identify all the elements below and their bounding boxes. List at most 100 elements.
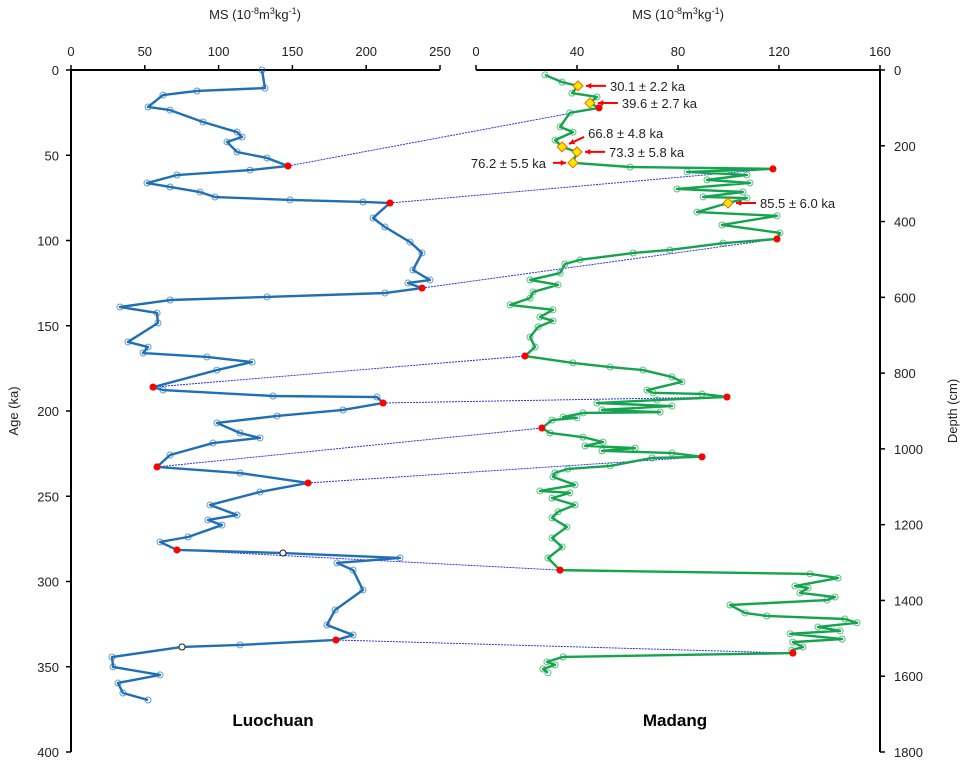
tie-point bbox=[386, 199, 394, 207]
tie-point bbox=[773, 235, 781, 243]
right-x-axis-title: MS (10-8m3kg-1) bbox=[632, 6, 724, 22]
data-point bbox=[114, 679, 122, 687]
data-point bbox=[599, 438, 607, 446]
data-point bbox=[236, 641, 244, 649]
data-point bbox=[639, 366, 647, 374]
data-point bbox=[108, 653, 116, 661]
arrow-head-icon bbox=[585, 148, 591, 155]
data-point bbox=[119, 689, 127, 697]
data-point bbox=[573, 414, 581, 422]
data-point bbox=[426, 276, 434, 284]
data-point bbox=[558, 78, 566, 86]
y-tick-label: 1800 bbox=[894, 745, 923, 760]
dated-sample-marker bbox=[567, 157, 579, 169]
data-point bbox=[209, 439, 217, 447]
right-panel: MS (10-8m3kg-1) Depth (cm) 0 40 80 120 16002… bbox=[471, 6, 960, 760]
dated-sample-label: 73.3 ± 5.8 ka bbox=[609, 145, 685, 160]
data-point bbox=[834, 574, 842, 582]
data-point bbox=[568, 89, 576, 97]
highlighted-point bbox=[178, 643, 186, 651]
data-point bbox=[256, 488, 264, 496]
data-point bbox=[159, 91, 167, 99]
data-point bbox=[211, 193, 219, 201]
data-point bbox=[193, 87, 201, 95]
data-point bbox=[124, 338, 132, 346]
data-point bbox=[248, 358, 256, 366]
data-point bbox=[373, 393, 381, 401]
data-point bbox=[598, 447, 606, 455]
site-label-luochuan: Luochuan bbox=[232, 711, 313, 730]
x-tick-label: 160 bbox=[869, 44, 891, 59]
data-point bbox=[349, 566, 357, 574]
data-point bbox=[551, 661, 559, 669]
data-point bbox=[359, 586, 367, 594]
y-tick-label: 800 bbox=[894, 366, 916, 381]
y-tick-label: 400 bbox=[37, 745, 59, 760]
data-point bbox=[549, 317, 557, 325]
data-point bbox=[233, 128, 241, 136]
dated-sample-marker bbox=[572, 80, 584, 92]
data-point bbox=[359, 198, 367, 206]
dated-sample-marker bbox=[556, 141, 568, 153]
data-point bbox=[796, 589, 804, 597]
data-point bbox=[629, 249, 637, 257]
data-point bbox=[556, 269, 564, 277]
data-point bbox=[571, 501, 579, 509]
data-point bbox=[656, 408, 664, 416]
data-point bbox=[369, 214, 377, 222]
data-point bbox=[626, 163, 634, 171]
data-point bbox=[418, 249, 426, 257]
data-point bbox=[549, 306, 557, 314]
data-point bbox=[804, 584, 812, 592]
x-tick-label: 40 bbox=[570, 44, 584, 59]
x-tick-label: 120 bbox=[768, 44, 790, 59]
data-point bbox=[206, 501, 214, 509]
data-point bbox=[606, 363, 614, 371]
arrow-head-icon bbox=[569, 139, 576, 145]
y-tick-label: 100 bbox=[37, 234, 59, 249]
data-point bbox=[673, 185, 681, 193]
data-point bbox=[339, 406, 347, 414]
data-point bbox=[269, 392, 277, 400]
data-point bbox=[838, 635, 846, 643]
madang-series bbox=[506, 71, 861, 677]
data-point bbox=[544, 669, 552, 677]
data-point bbox=[196, 188, 204, 196]
tie-point bbox=[149, 383, 157, 391]
dated-sample-label: 76.2 ± 5.5 ka bbox=[471, 156, 547, 171]
y-tick-label: 0 bbox=[52, 63, 59, 78]
x-tick-label: 200 bbox=[355, 44, 377, 59]
data-point bbox=[719, 239, 727, 247]
data-point bbox=[139, 349, 147, 357]
tie-point bbox=[173, 546, 181, 554]
y-tick-label: 350 bbox=[37, 660, 59, 675]
x-tick-label: 250 bbox=[429, 44, 451, 59]
left-x-axis-title: MS (10-8m3kg-1) bbox=[209, 6, 301, 22]
tie-point bbox=[521, 352, 529, 360]
data-point bbox=[786, 630, 794, 638]
data-point bbox=[718, 221, 726, 229]
data-point bbox=[233, 148, 241, 156]
luochuan-series bbox=[108, 66, 434, 704]
data-point bbox=[144, 696, 152, 704]
tie-line bbox=[383, 396, 727, 404]
data-point bbox=[404, 279, 412, 287]
data-point bbox=[109, 663, 117, 671]
data-point bbox=[643, 386, 651, 394]
data-point bbox=[166, 451, 174, 459]
data-point bbox=[559, 413, 567, 421]
data-point bbox=[726, 601, 734, 609]
dated-sample-marker bbox=[571, 146, 583, 158]
data-point bbox=[561, 260, 569, 268]
data-point bbox=[159, 386, 167, 394]
x-tick-label: 0 bbox=[67, 44, 74, 59]
y-tick-label: 200 bbox=[37, 404, 59, 419]
data-point bbox=[799, 643, 807, 651]
dated-sample-marker bbox=[584, 97, 596, 109]
tie-line bbox=[176, 549, 561, 571]
data-point bbox=[381, 223, 389, 231]
data-point bbox=[263, 293, 271, 301]
data-point bbox=[213, 366, 221, 374]
tie-point bbox=[723, 393, 731, 401]
